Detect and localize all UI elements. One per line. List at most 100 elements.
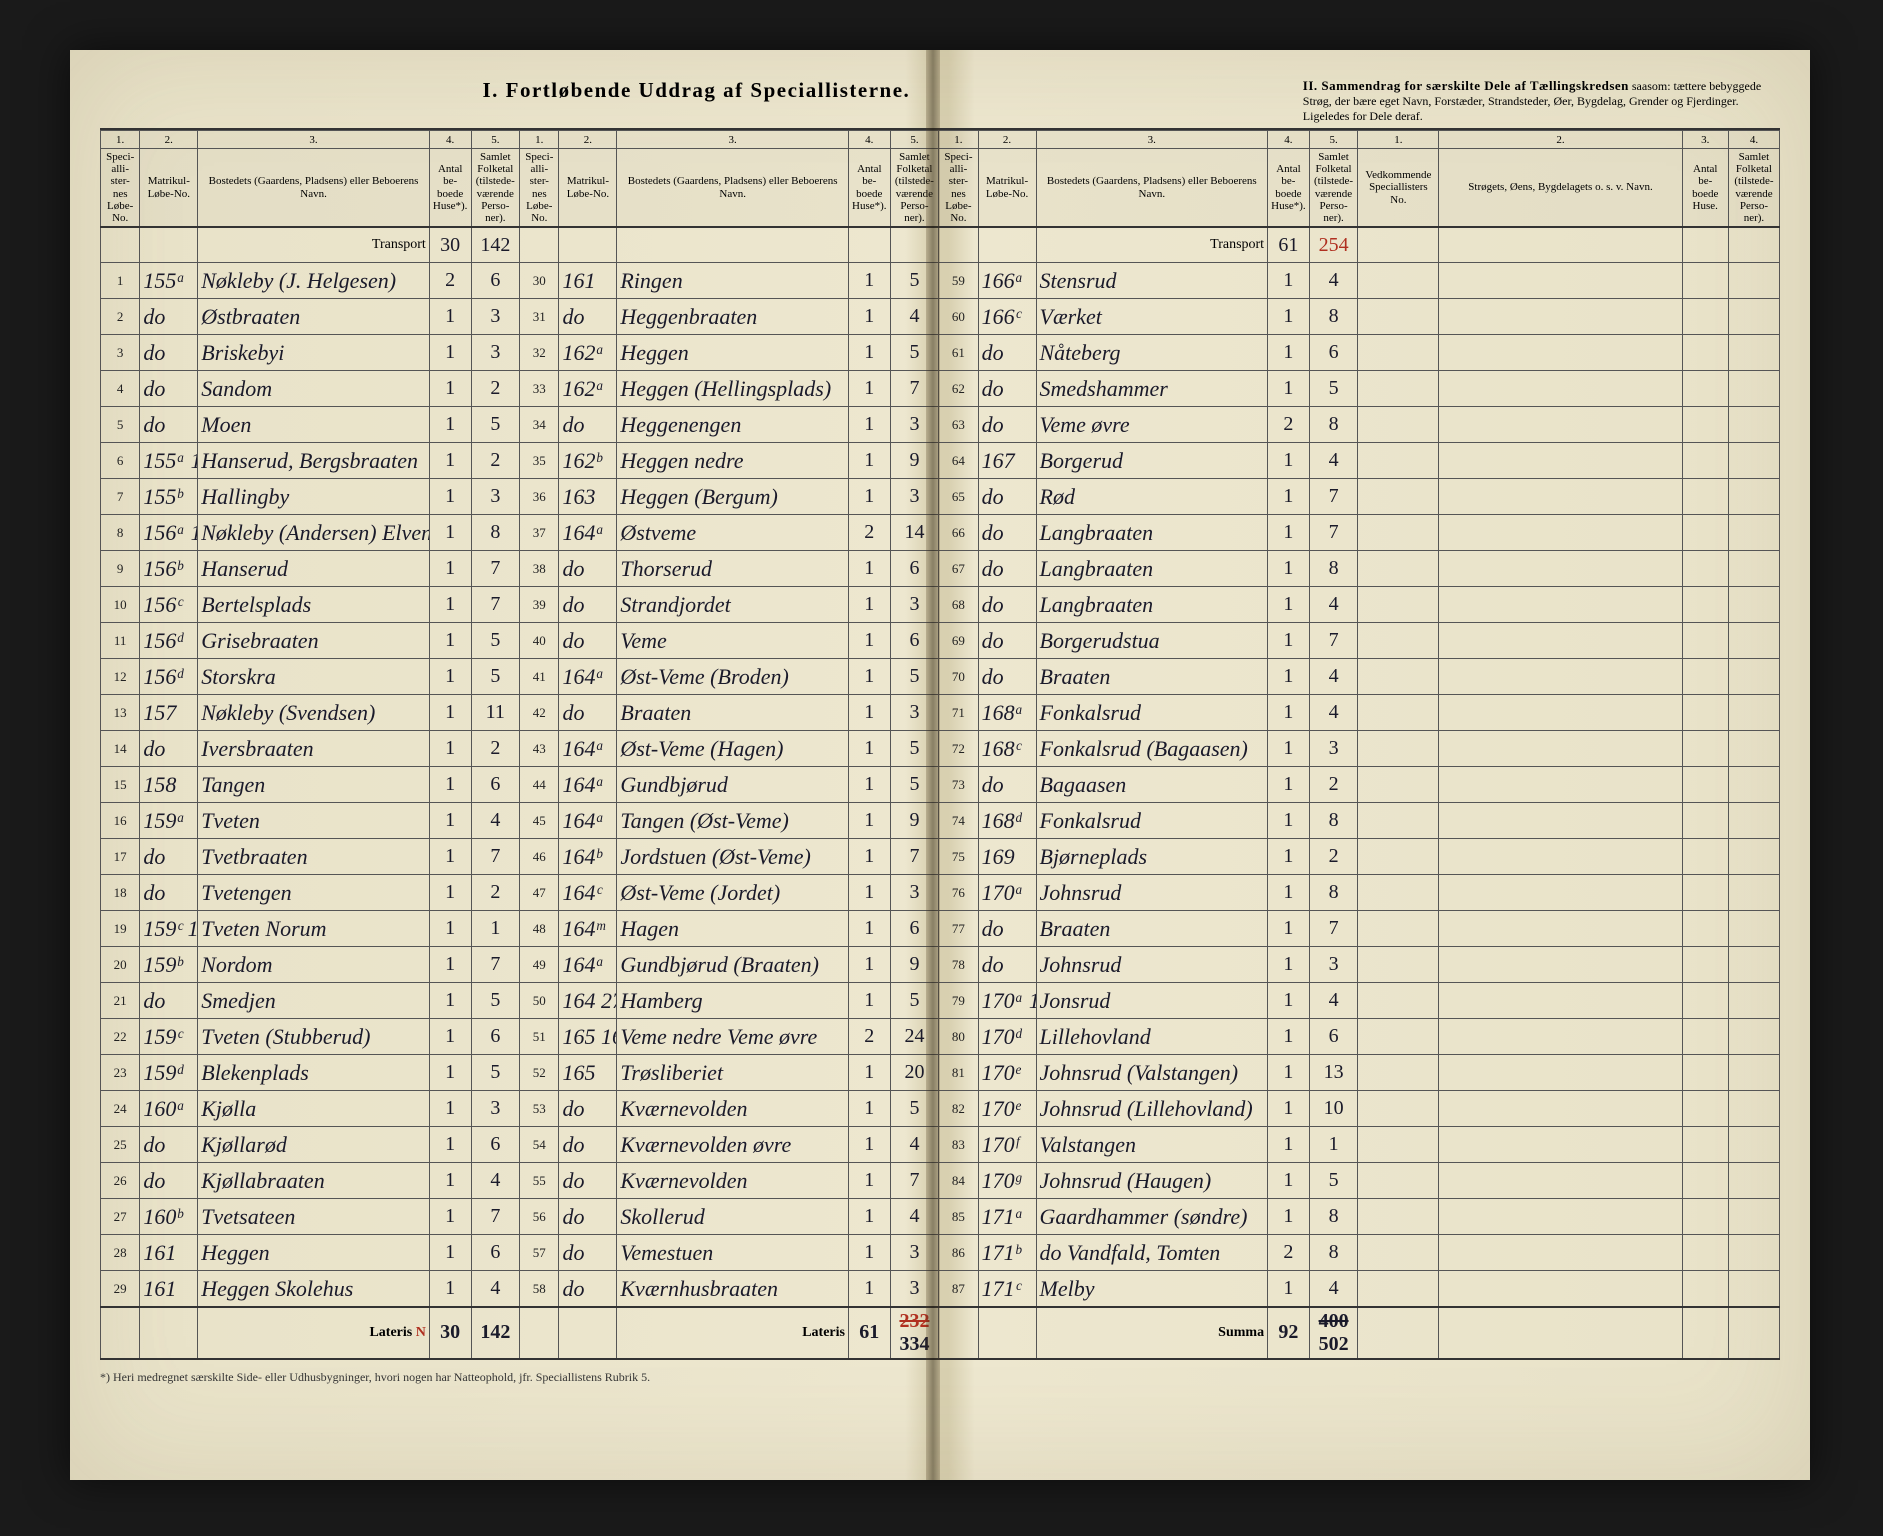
matrikul-3: 170ᶠ xyxy=(978,1127,1036,1163)
matrikul-3: 171ᶜ xyxy=(978,1271,1036,1307)
table-row: 19159ᶜ 159ᶜTveten Norum1148164ᵐHagen1677… xyxy=(101,911,1780,947)
folketal-2: 6 xyxy=(890,911,939,947)
row-num-3: 79 xyxy=(939,983,978,1019)
row-num: 9 xyxy=(101,551,140,587)
cell xyxy=(1728,1307,1779,1359)
table-row: 4doSandom1233162ᵃHeggen (Hellingsplads)1… xyxy=(101,371,1780,407)
bosted-2: Kværnevolden xyxy=(617,1091,849,1127)
cell xyxy=(1682,335,1728,371)
row-num-2: 47 xyxy=(520,875,559,911)
summa-label: Summa xyxy=(1036,1307,1268,1359)
matrikul-2: do xyxy=(559,587,617,623)
bosted-1: Tvetengen xyxy=(198,875,430,911)
folketal-3: 6 xyxy=(1309,335,1358,371)
cell xyxy=(1358,1271,1439,1307)
matrikul-1: do xyxy=(140,299,198,335)
huse-3: 1 xyxy=(1268,659,1310,695)
bosted-2: Øst-Veme (Jordet) xyxy=(617,875,849,911)
cell xyxy=(1682,407,1728,443)
col-num: 4. xyxy=(429,131,471,149)
bosted-2: Heggen nedre xyxy=(617,443,849,479)
cell xyxy=(1358,227,1439,263)
bosted-3: Bjørneplads xyxy=(1036,839,1268,875)
lateris-row: Lateris N30142Lateris61232334Summa924005… xyxy=(101,1307,1780,1359)
cell xyxy=(1358,947,1439,983)
huse-1: 1 xyxy=(429,623,471,659)
bosted-3: Jonsrud xyxy=(1036,983,1268,1019)
cell xyxy=(1358,659,1439,695)
cell xyxy=(1358,1127,1439,1163)
table-row: 5doMoen1534doHeggenengen1363doVeme øvre2… xyxy=(101,407,1780,443)
row-num-2: 32 xyxy=(520,335,559,371)
cell xyxy=(1682,1055,1728,1091)
huse-2: 1 xyxy=(848,767,890,803)
table-row: 2doØstbraaten1331doHeggenbraaten1460166ᶜ… xyxy=(101,299,1780,335)
matrikul-3: do xyxy=(978,587,1036,623)
col-num: 3. xyxy=(198,131,430,149)
matrikul-3: do xyxy=(978,767,1036,803)
row-num-2: 39 xyxy=(520,587,559,623)
bosted-3: Johnsrud (Valstangen) xyxy=(1036,1055,1268,1091)
cell xyxy=(1728,911,1779,947)
bosted-1: Nøkleby (Andersen) Elvengen xyxy=(198,515,430,551)
row-num-2: 50 xyxy=(520,983,559,1019)
row-num-2: 36 xyxy=(520,479,559,515)
folketal-2: 7 xyxy=(890,371,939,407)
row-num-3: 80 xyxy=(939,1019,978,1055)
table-row: 9156ᵇHanserud1738doThorserud1667doLangbr… xyxy=(101,551,1780,587)
folketal-3: 8 xyxy=(1309,1199,1358,1235)
matrikul-3: do xyxy=(978,911,1036,947)
matrikul-2: 164ᵐ xyxy=(559,911,617,947)
bosted-2: Vemestuen xyxy=(617,1235,849,1271)
huse-1: 1 xyxy=(429,695,471,731)
huse-2: 1 xyxy=(848,911,890,947)
matrikul-3: 166ᵃ xyxy=(978,263,1036,299)
col-head: Samlet Folketal (tilstede-værende Perso-… xyxy=(1309,149,1358,227)
table-row: 10156ᶜBertelsplads1739doStrandjordet1368… xyxy=(101,587,1780,623)
huse-3: 1 xyxy=(1268,551,1310,587)
row-num-2: 54 xyxy=(520,1127,559,1163)
huse-1: 1 xyxy=(429,299,471,335)
row-num-2: 48 xyxy=(520,911,559,947)
col-head: Samlet Folketal (tilstede-værende Perso-… xyxy=(1728,149,1779,227)
row-num-3: 83 xyxy=(939,1127,978,1163)
folketal-3: 2 xyxy=(1309,839,1358,875)
folketal-1: 7 xyxy=(471,1199,520,1235)
table-row: 18doTvetengen1247164ᶜØst-Veme (Jordet)13… xyxy=(101,875,1780,911)
folketal-1: 5 xyxy=(471,1055,520,1091)
folketal-1: 2 xyxy=(471,875,520,911)
matrikul-2: 164ᵃ xyxy=(559,659,617,695)
col-num: 1. xyxy=(1358,131,1439,149)
bosted-1: Bertelsplads xyxy=(198,587,430,623)
cell: 30 xyxy=(429,1307,471,1359)
huse-3: 1 xyxy=(1268,479,1310,515)
col-number-row: 1.2.3.4.5.1.2.3.4.5.1.2.3.4.5.1.2.3.4. xyxy=(101,131,1780,149)
folketal-3: 8 xyxy=(1309,803,1358,839)
cell xyxy=(1682,803,1728,839)
bosted-1: Kjøllabraaten xyxy=(198,1163,430,1199)
cell xyxy=(1358,1307,1439,1359)
cell xyxy=(1682,1271,1728,1307)
title-right: II. Sammendrag for særskilte Dele af Tæl… xyxy=(1293,78,1780,124)
folketal-1: 4 xyxy=(471,1163,520,1199)
row-num-3: 76 xyxy=(939,875,978,911)
row-num-3: 81 xyxy=(939,1055,978,1091)
cell xyxy=(1682,371,1728,407)
col-head: Samlet Folketal (tilstede-værende Perso-… xyxy=(471,149,520,227)
cell xyxy=(1682,1127,1728,1163)
cell xyxy=(1728,1127,1779,1163)
matrikul-1: 156ᶜ xyxy=(140,587,198,623)
matrikul-2: do xyxy=(559,623,617,659)
cell xyxy=(1358,479,1439,515)
folketal-1: 2 xyxy=(471,443,520,479)
row-num-2: 55 xyxy=(520,1163,559,1199)
row-num: 19 xyxy=(101,911,140,947)
row-num-3: 70 xyxy=(939,659,978,695)
col-head: Antal be-boede Huse. xyxy=(1682,149,1728,227)
bosted-3: Braaten xyxy=(1036,911,1268,947)
folketal-1: 3 xyxy=(471,335,520,371)
row-num: 12 xyxy=(101,659,140,695)
folketal-1: 5 xyxy=(471,623,520,659)
huse-2: 1 xyxy=(848,1055,890,1091)
folketal-1: 2 xyxy=(471,371,520,407)
